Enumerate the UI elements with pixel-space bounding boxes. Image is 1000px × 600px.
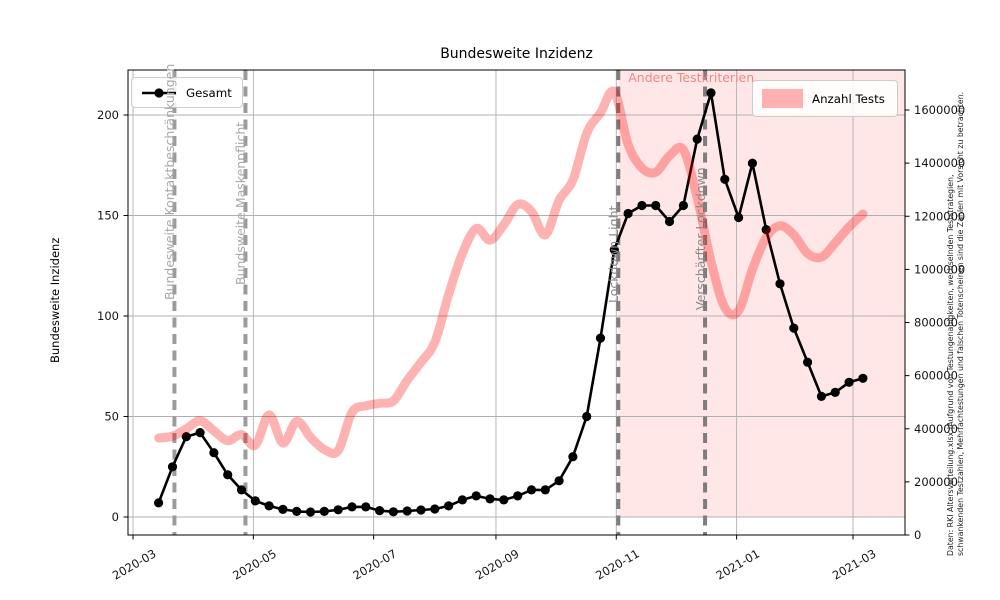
incidence-marker [209, 448, 219, 458]
incidence-marker [167, 462, 178, 472]
incidence-marker [347, 502, 357, 512]
incidence-marker [361, 502, 371, 512]
incidence-marker [319, 506, 329, 516]
incidence-marker [416, 505, 426, 515]
incidence-marker [333, 505, 343, 515]
incidence-marker [637, 200, 647, 211]
event-label: Lockdown Light [606, 205, 622, 303]
y-left-tick-label: 0 [112, 510, 119, 524]
incidence-marker [223, 470, 233, 480]
incidence-marker [485, 494, 495, 504]
y-right-tick-label: 1000000 [914, 262, 965, 276]
x-tick-label: 2020-05 [230, 546, 279, 582]
event-label: Bundesweite Kontaktbeschränkungen [162, 63, 178, 300]
y-left-tick-label: 200 [97, 108, 119, 122]
incidence-marker [444, 501, 454, 511]
y-right-tick-label: 1600000 [914, 103, 965, 117]
incidence-marker [388, 507, 398, 517]
x-tick-label: 2020-09 [473, 546, 522, 582]
incidence-marker [554, 476, 564, 486]
incidence-marker [181, 432, 191, 442]
incidence-marker [830, 387, 840, 397]
event-label: Bundsweite Maskenpflicht [233, 121, 249, 285]
incidence-marker [154, 498, 164, 508]
incidence-marker [457, 495, 467, 505]
incidence-marker [278, 504, 288, 514]
incidence-marker [816, 391, 827, 401]
event-label: Verschärfter Lockdown [693, 167, 709, 310]
caption-line-2: schwankenden Testzahlen, Mehrfachtestung… [955, 91, 965, 556]
chart-title: Bundesweite Inzidenz [440, 46, 593, 62]
incidence-marker [582, 411, 592, 422]
incidence-marker [761, 225, 771, 235]
shaded-region [618, 70, 905, 517]
shaded-region-label: Andere Testkriterien [628, 70, 755, 85]
y-right-tick-label: 200000 [914, 475, 958, 489]
y-right-tick-label: 600000 [914, 369, 958, 383]
incidence-marker [858, 373, 868, 383]
incidence-marker [568, 452, 578, 462]
y-left-tick-label: 100 [97, 309, 119, 323]
incidence-marker [195, 428, 205, 438]
legend-gesamt: Gesamt [131, 77, 243, 108]
y-right-tick-label: 1400000 [914, 156, 965, 170]
incidence-marker [402, 506, 412, 516]
incidence-marker [775, 279, 785, 289]
x-tick-label: 2020-07 [351, 546, 400, 582]
incidence-marker [499, 495, 509, 505]
incidence-marker [664, 216, 675, 227]
incidence-marker [734, 212, 744, 223]
incidence-marker [678, 200, 689, 211]
incidence-marker [471, 491, 481, 501]
incidence-marker [623, 208, 633, 219]
incidence-marker [595, 333, 606, 343]
incidence-line [157, 91, 864, 514]
incidence-marker [526, 485, 537, 495]
incidence-marker [789, 323, 799, 333]
incidence-marker [292, 506, 302, 516]
y-axis-label: Bundesweite Inzidenz [48, 237, 62, 363]
y-right-tick-label: 800000 [914, 316, 958, 330]
tests-patch-icon [762, 89, 803, 108]
incidence-marker [609, 245, 619, 255]
incidence-marker [540, 485, 550, 495]
incidence-marker [430, 504, 440, 514]
y-right-tick-label: 1200000 [914, 209, 965, 223]
x-tick-label: 2020-11 [593, 546, 642, 582]
y-right-tick-label: 400000 [914, 422, 958, 436]
incidence-marker [651, 200, 661, 211]
legend-tests: Anzahl Tests [752, 80, 898, 117]
y-right-tick-label: 0 [914, 528, 921, 542]
incidence-marker [264, 501, 274, 511]
incidence-marker [706, 88, 716, 98]
x-tick-label: 2021-03 [830, 546, 879, 582]
incidence-marker [803, 357, 813, 367]
incidence-marker [692, 134, 702, 144]
incidence-marker [250, 496, 260, 506]
incidence-marker [747, 158, 758, 168]
y-left-tick-label: 50 [104, 410, 119, 424]
incidence-marker [236, 485, 247, 495]
axes-spines [127, 69, 906, 536]
x-tick-label: 2021-01 [713, 546, 762, 582]
x-tick-label: 2020-03 [110, 546, 159, 582]
gesamt-line-sample-icon [142, 87, 176, 98]
caption-line-1: Daten: RKI Altersverteilung.xlsx |Aufgru… [946, 174, 955, 556]
incidence-marker [513, 491, 523, 501]
legend-gesamt-label: Gesamt [186, 85, 232, 100]
incidence-marker [844, 377, 854, 387]
incidence-marker [720, 174, 730, 184]
legend-tests-label: Anzahl Tests [812, 91, 885, 106]
incidence-marker [305, 507, 316, 517]
incidence-marker [375, 506, 385, 516]
data-source-caption: Daten: RKI Altersverteilung.xlsx |Aufgru… [946, 92, 966, 556]
tests-line [154, 86, 868, 458]
y-left-tick-label: 150 [97, 209, 119, 223]
